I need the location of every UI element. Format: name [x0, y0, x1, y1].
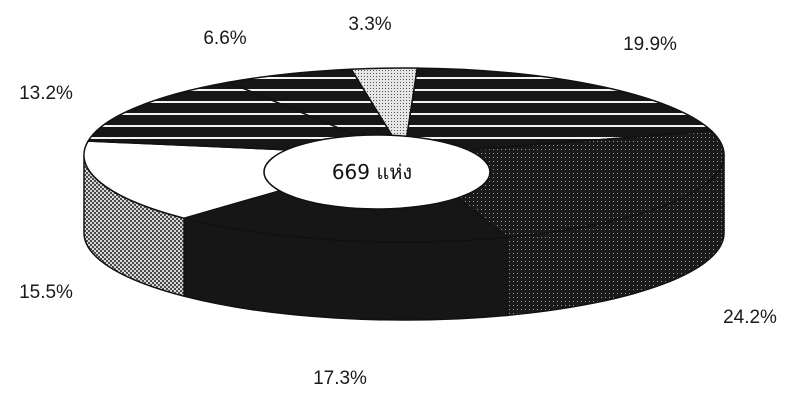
slice-labels: 3.3% 19.9% 24.2% 17.3% 15.5% 13.2% 6.6% — [19, 14, 777, 389]
slice-label: 17.3% — [313, 368, 367, 389]
slice-top — [225, 68, 406, 157]
slice-label: 15.5% — [19, 282, 73, 303]
slice-top — [403, 67, 714, 156]
slice-top — [86, 81, 405, 156]
slice-top — [402, 130, 725, 239]
slice-label: 6.6% — [203, 28, 246, 49]
center-label: 669 แห่ง — [332, 160, 412, 184]
slice-label: 13.2% — [19, 83, 73, 104]
donut-side-walls — [83, 154, 725, 321]
slice-label: 19.9% — [623, 34, 677, 55]
donut-hole: 669 แห่ง — [263, 134, 491, 210]
slice-label: 24.2% — [723, 307, 777, 328]
slice-label: 3.3% — [348, 14, 391, 35]
